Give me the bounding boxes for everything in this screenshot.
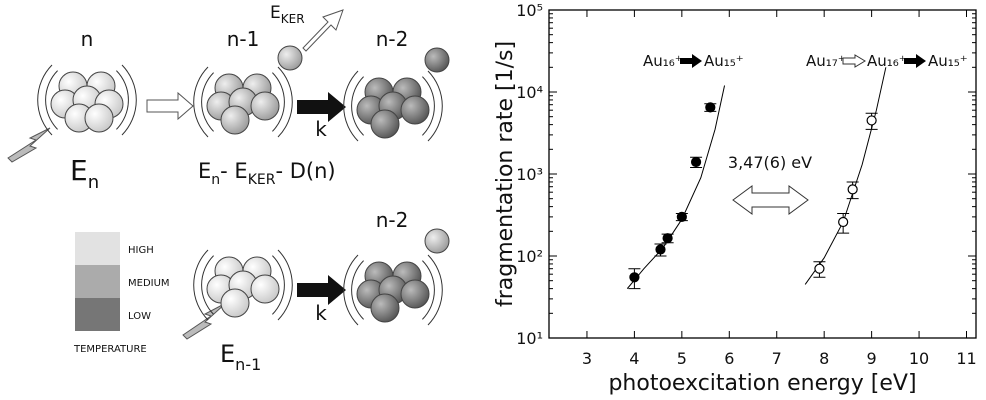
x-tick-label: 10 — [909, 349, 929, 368]
label: n-2 — [376, 27, 409, 51]
reaction-arrow — [680, 54, 702, 68]
annotation: 3,47(6) eV — [728, 153, 812, 172]
atom — [251, 275, 279, 303]
vibration — [194, 250, 208, 320]
x-tick-label: 6 — [724, 349, 734, 368]
t: n — [88, 172, 99, 193]
t: KER — [248, 172, 276, 188]
legend-swatch — [75, 265, 120, 298]
x-tick-label: 8 — [819, 349, 829, 368]
arrow — [303, 10, 343, 51]
reaction-arrow — [843, 55, 865, 67]
label: n-1 — [227, 27, 260, 51]
atom — [425, 48, 449, 72]
annotation: Au₁₇⁺ — [806, 52, 846, 70]
t: E — [270, 3, 281, 23]
label: n — [81, 27, 94, 51]
reaction-arrow — [904, 54, 926, 68]
lightning — [8, 128, 50, 162]
vibration — [428, 71, 442, 141]
legend-swatch — [75, 232, 120, 265]
data-point — [839, 217, 848, 226]
arrow — [147, 93, 193, 119]
data-point — [630, 273, 639, 282]
data-point — [848, 185, 857, 194]
t: E — [198, 159, 211, 183]
vibration — [38, 65, 52, 135]
legend-label: LOW — [128, 311, 151, 322]
atom — [278, 46, 302, 70]
y-tick-label: 10³ — [516, 165, 543, 184]
lightning — [183, 303, 226, 339]
t: n-1 — [235, 355, 261, 374]
label: En-1 — [220, 340, 261, 374]
fit-curve — [627, 86, 724, 289]
atom — [371, 110, 399, 138]
label: En — [70, 154, 99, 193]
y-axis-title: fragmentation rate [1/s] — [493, 41, 518, 307]
label: k — [315, 117, 327, 141]
annotation: Au₁₆⁺ — [867, 52, 907, 70]
legend-label: MEDIUM — [128, 278, 170, 289]
y-tick-label: 10¹ — [516, 329, 543, 348]
data-point — [692, 158, 701, 167]
vibration — [278, 250, 292, 320]
y-tick-label: 10⁵ — [516, 1, 543, 20]
atom — [401, 96, 429, 124]
x-tick-label: 9 — [867, 349, 877, 368]
atom — [425, 229, 449, 253]
legend-title: TEMPERATURE — [73, 344, 147, 355]
x-tick-label: 4 — [629, 349, 639, 368]
figure: n n-1 n-2 EKER En En- EKER- D(n) k n-2 k… — [0, 0, 986, 400]
atom — [401, 280, 429, 308]
annotation: Au₁₆⁺ — [643, 52, 683, 70]
x-axis-title: photoexcitation energy [eV] — [608, 371, 916, 396]
atom — [251, 92, 279, 120]
label: En- EKER- D(n) — [198, 159, 336, 188]
annotation: Au₁₅⁺ — [928, 52, 968, 70]
vibration — [194, 67, 208, 137]
data-point — [677, 212, 686, 221]
legend-swatch — [75, 298, 120, 331]
x-tick-label: 7 — [772, 349, 782, 368]
data-point — [815, 264, 824, 273]
vibration — [344, 71, 358, 141]
atom — [221, 289, 249, 317]
t: - D(n) — [275, 159, 335, 183]
vibration — [428, 255, 442, 325]
t: KER — [281, 12, 305, 26]
label: EKER — [270, 3, 305, 26]
t: n — [211, 172, 220, 188]
annotation: Au₁₅⁺ — [704, 52, 744, 70]
atom — [371, 294, 399, 322]
atom — [85, 104, 113, 132]
x-tick-label: 3 — [582, 349, 592, 368]
data-point — [867, 116, 876, 125]
vibration — [122, 65, 136, 135]
t: - E — [220, 159, 248, 183]
fit-curve — [805, 67, 886, 284]
label: n-2 — [376, 208, 409, 232]
y-tick-label: 10⁴ — [516, 83, 543, 102]
data-point — [663, 234, 672, 243]
double-arrow — [733, 186, 808, 214]
x-tick-label: 11 — [956, 349, 976, 368]
label: k — [315, 301, 327, 325]
t: E — [70, 154, 88, 187]
x-tick-label: 5 — [677, 349, 687, 368]
y-tick-label: 10² — [516, 247, 543, 266]
legend-label: HIGH — [128, 245, 154, 256]
t: E — [220, 340, 235, 368]
data-point — [706, 103, 715, 112]
atom — [221, 106, 249, 134]
vibration — [278, 67, 292, 137]
data-point — [656, 245, 665, 254]
